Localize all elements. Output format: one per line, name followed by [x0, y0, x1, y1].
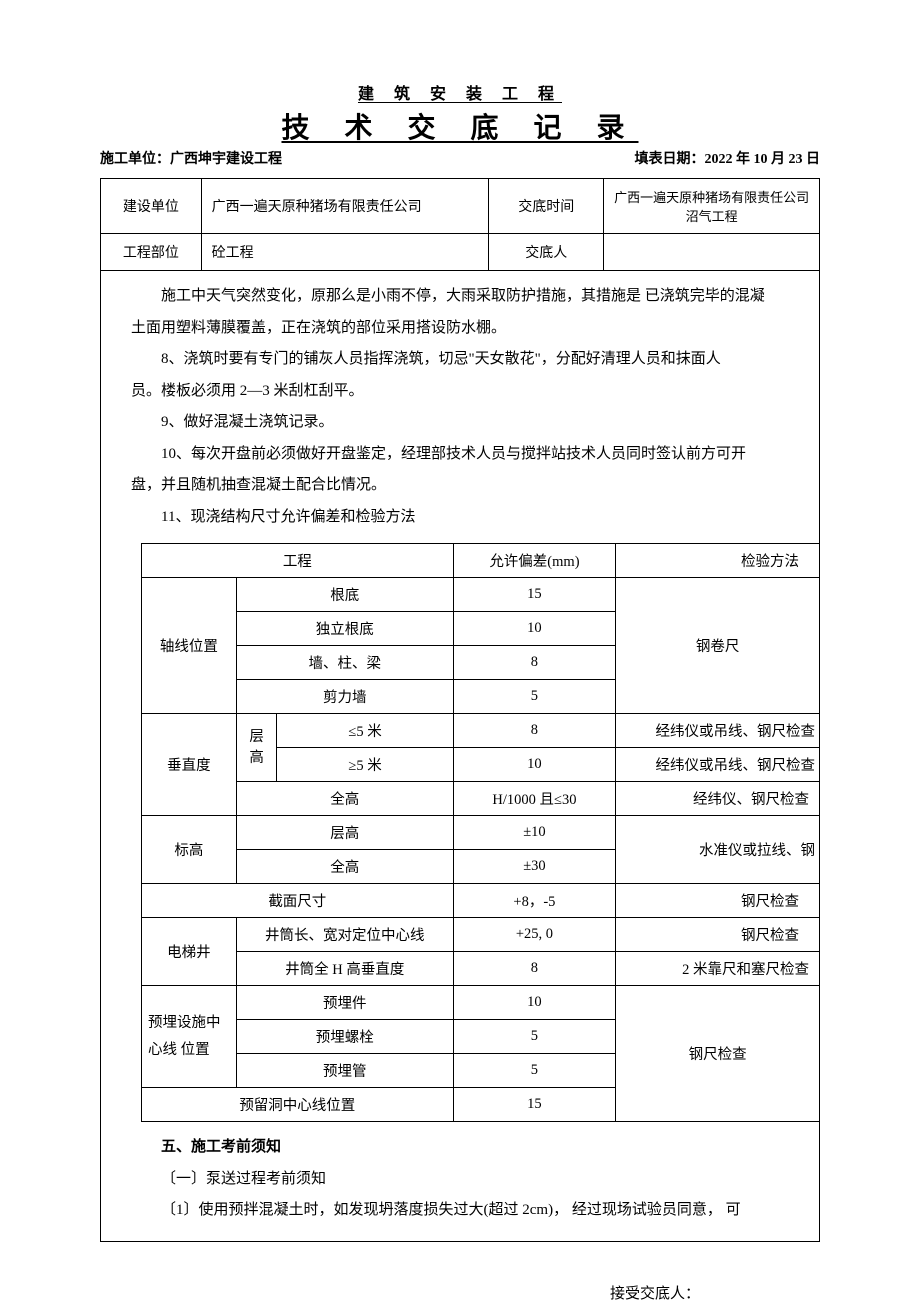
- axis-r4-dev: 5: [453, 680, 616, 714]
- part-label: 工程部位: [101, 234, 202, 271]
- time-value: 广西一遍天原种猪场有限责任公司沼气工程: [604, 179, 820, 234]
- date-value: 2022 年 10 月 23 日: [705, 152, 821, 167]
- section-5-title: 五、施工考前须知: [131, 1132, 789, 1164]
- footer: 接受交底人：: [100, 1282, 820, 1303]
- title-small: 建 筑 安 装 工 程: [100, 80, 820, 104]
- time-label: 交底时间: [489, 179, 604, 234]
- axis-r4-name: 剪力墙: [236, 680, 453, 714]
- para-11: 11、现浇结构尺寸允许偏差和检验方法: [131, 502, 789, 534]
- title-big: 技 术 交 底 记 录: [100, 106, 820, 146]
- vert-r2-dev: 10: [453, 748, 616, 782]
- build-unit-value: 广西一遍天原种猪场有限责任公司: [201, 179, 489, 234]
- after-table-text: 五、施工考前须知 〔一〕泵送过程考前须知 〔1〕使用预拌混凝土时，如发现坍落度损…: [100, 1122, 820, 1242]
- vert-floor-label: 层高: [236, 714, 277, 782]
- construction-unit: 施工单位：广西坤宇建设工程: [100, 148, 282, 168]
- para-8b: 员。楼板必须用 2—3 米刮杠刮平。: [131, 376, 789, 408]
- content-box: 施工中天气突然变化，原那么是小雨不停，大雨采取防护措施，其措施是 已浇筑完毕的混…: [100, 271, 820, 543]
- axis-r1-dev: 15: [453, 578, 616, 612]
- meta-row: 施工单位：广西坤宇建设工程 填表日期：2022 年 10 月 23 日: [100, 148, 820, 168]
- build-unit-label: 建设单位: [101, 179, 202, 234]
- vert-r2-name: ≥5 米: [277, 748, 453, 782]
- axis-r3-dev: 8: [453, 646, 616, 680]
- info-table: 建设单位 广西一遍天原种猪场有限责任公司 交底时间 广西一遍天原种猪场有限责任公…: [100, 178, 820, 271]
- section-5-1-1: 〔1〕使用预拌混凝土时，如发现坍落度损失过大(超过 2cm)， 经过现场试验员同…: [131, 1195, 789, 1227]
- axis-r3-name: 墙、柱、梁: [236, 646, 453, 680]
- fill-date: 填表日期：2022 年 10 月 23 日: [635, 148, 821, 168]
- vert-r3-dev: H/1000 且≤30: [453, 782, 616, 816]
- opening-method: 钢尺检查: [616, 986, 819, 1122]
- embed-r2-name: 预埋螺栓: [236, 1020, 453, 1054]
- para-8a: 8、浇筑时要有专门的铺灰人员指挥浇筑，切忌"天女散花"，分配好清理人员和抹面人: [131, 344, 789, 376]
- para-9: 9、做好混凝土浇筑记录。: [131, 407, 789, 439]
- axis-r2-dev: 10: [453, 612, 616, 646]
- shaft-r2-name: 井筒全 H 高垂直度: [236, 952, 453, 986]
- opening-dev: 15: [453, 1088, 616, 1122]
- para-weather-1: 施工中天气突然变化，原那么是小雨不停，大雨采取防护措施，其措施是 已浇筑完毕的混…: [131, 281, 789, 313]
- date-label: 填表日期：: [635, 152, 705, 167]
- elev-method: 水准仪或拉线、钢: [616, 816, 819, 884]
- axis-label: 轴线位置: [142, 578, 237, 714]
- elev-r2-dev: ±30: [453, 850, 616, 884]
- axis-method: 钢卷尺: [616, 578, 819, 714]
- vert-r2-method: 经纬仪或吊线、钢尺检查: [616, 748, 819, 782]
- section-dev: +8，-5: [453, 884, 616, 918]
- elev-r2-name: 全高: [236, 850, 453, 884]
- shaft-r2-method: 2 米靠尺和塞尺检查: [616, 952, 819, 986]
- shaft-label: 电梯井: [142, 918, 237, 986]
- receiver-label: 接受交底人：: [610, 1286, 700, 1302]
- unit-value: 广西坤宇建设工程: [170, 152, 282, 167]
- embed-r2-dev: 5: [453, 1020, 616, 1054]
- opening-name: 预留洞中心线位置: [142, 1088, 454, 1122]
- shaft-r2-dev: 8: [453, 952, 616, 986]
- embed-r1-name: 预埋件: [236, 986, 453, 1020]
- vert-r1-method: 经纬仪或吊线、钢尺检查: [616, 714, 819, 748]
- section-method: 钢尺检查: [616, 884, 819, 918]
- tolerance-table: 工程 允许偏差(mm) 检验方法 轴线位置 根底 15 钢卷尺 独立根底 10 …: [141, 543, 819, 1122]
- person-label: 交底人: [489, 234, 604, 271]
- th-dev: 允许偏差(mm): [453, 544, 616, 578]
- tolerance-wrap: 工程 允许偏差(mm) 检验方法 轴线位置 根底 15 钢卷尺 独立根底 10 …: [100, 543, 820, 1122]
- vert-r1-dev: 8: [453, 714, 616, 748]
- section-name: 截面尺寸: [142, 884, 454, 918]
- embed-r3-dev: 5: [453, 1054, 616, 1088]
- elev-r1-dev: ±10: [453, 816, 616, 850]
- elev-label: 标高: [142, 816, 237, 884]
- embed-r3-name: 预埋管: [236, 1054, 453, 1088]
- page: 建 筑 安 装 工 程 技 术 交 底 记 录 施工单位：广西坤宇建设工程 填表…: [0, 0, 920, 1302]
- axis-r1-name: 根底: [236, 578, 453, 612]
- section-5-1: 〔一〕泵送过程考前须知: [131, 1164, 789, 1196]
- para-weather-2: 土面用塑料薄膜覆盖，正在浇筑的部位采用搭设防水棚。: [131, 313, 789, 345]
- embed-r1-dev: 10: [453, 986, 616, 1020]
- vert-label: 垂直度: [142, 714, 237, 816]
- part-value: 砼工程: [201, 234, 489, 271]
- th-project: 工程: [142, 544, 454, 578]
- axis-r2-name: 独立根底: [236, 612, 453, 646]
- th-method: 检验方法: [616, 544, 819, 578]
- shaft-r1-name: 井筒长、宽对定位中心线: [236, 918, 453, 952]
- embed-label: 预埋设施中心线 位置: [142, 986, 237, 1088]
- vert-r1-name: ≤5 米: [277, 714, 453, 748]
- shaft-r1-method: 钢尺检查: [616, 918, 819, 952]
- person-value: [604, 234, 820, 271]
- shaft-r1-dev: +25, 0: [453, 918, 616, 952]
- vert-r3-name: 全高: [236, 782, 453, 816]
- elev-r1-name: 层高: [236, 816, 453, 850]
- vert-r3-method: 经纬仪、钢尺检查: [616, 782, 819, 816]
- para-10a: 10、每次开盘前必须做好开盘鉴定，经理部技术人员与搅拌站技术人员同时签认前方可开: [131, 439, 789, 471]
- para-10b: 盘，并且随机抽查混凝土配合比情况。: [131, 470, 789, 502]
- unit-label: 施工单位：: [100, 152, 170, 167]
